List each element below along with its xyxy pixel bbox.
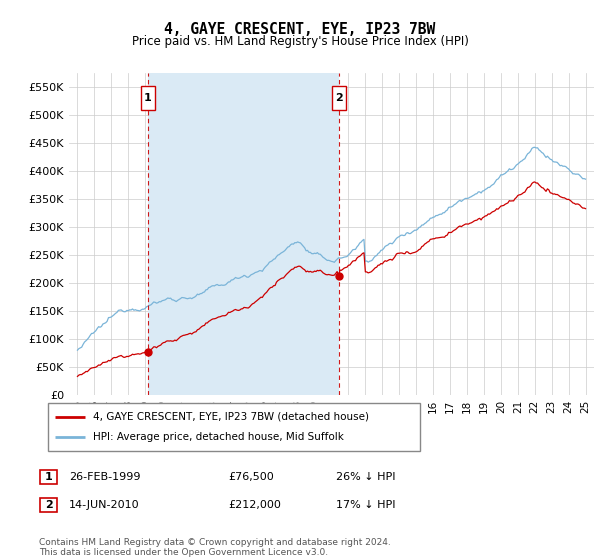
Text: 26% ↓ HPI: 26% ↓ HPI (336, 472, 395, 482)
Text: 17% ↓ HPI: 17% ↓ HPI (336, 500, 395, 510)
Text: 1: 1 (144, 93, 152, 103)
Text: Contains HM Land Registry data © Crown copyright and database right 2024.
This d: Contains HM Land Registry data © Crown c… (39, 538, 391, 557)
Text: 2: 2 (335, 93, 343, 103)
Text: 26-FEB-1999: 26-FEB-1999 (69, 472, 140, 482)
FancyBboxPatch shape (40, 498, 57, 512)
FancyBboxPatch shape (141, 86, 155, 110)
Text: £212,000: £212,000 (228, 500, 281, 510)
Text: 2: 2 (45, 500, 52, 510)
FancyBboxPatch shape (48, 403, 420, 451)
Text: Price paid vs. HM Land Registry's House Price Index (HPI): Price paid vs. HM Land Registry's House … (131, 35, 469, 48)
Text: 1: 1 (45, 472, 52, 482)
Text: 4, GAYE CRESCENT, EYE, IP23 7BW (detached house): 4, GAYE CRESCENT, EYE, IP23 7BW (detache… (92, 412, 368, 422)
Text: £76,500: £76,500 (228, 472, 274, 482)
FancyBboxPatch shape (332, 86, 346, 110)
Text: 14-JUN-2010: 14-JUN-2010 (69, 500, 140, 510)
Bar (148, 73, 339, 395)
FancyBboxPatch shape (40, 470, 57, 484)
Text: HPI: Average price, detached house, Mid Suffolk: HPI: Average price, detached house, Mid … (92, 432, 344, 442)
Text: 4, GAYE CRESCENT, EYE, IP23 7BW: 4, GAYE CRESCENT, EYE, IP23 7BW (164, 22, 436, 38)
